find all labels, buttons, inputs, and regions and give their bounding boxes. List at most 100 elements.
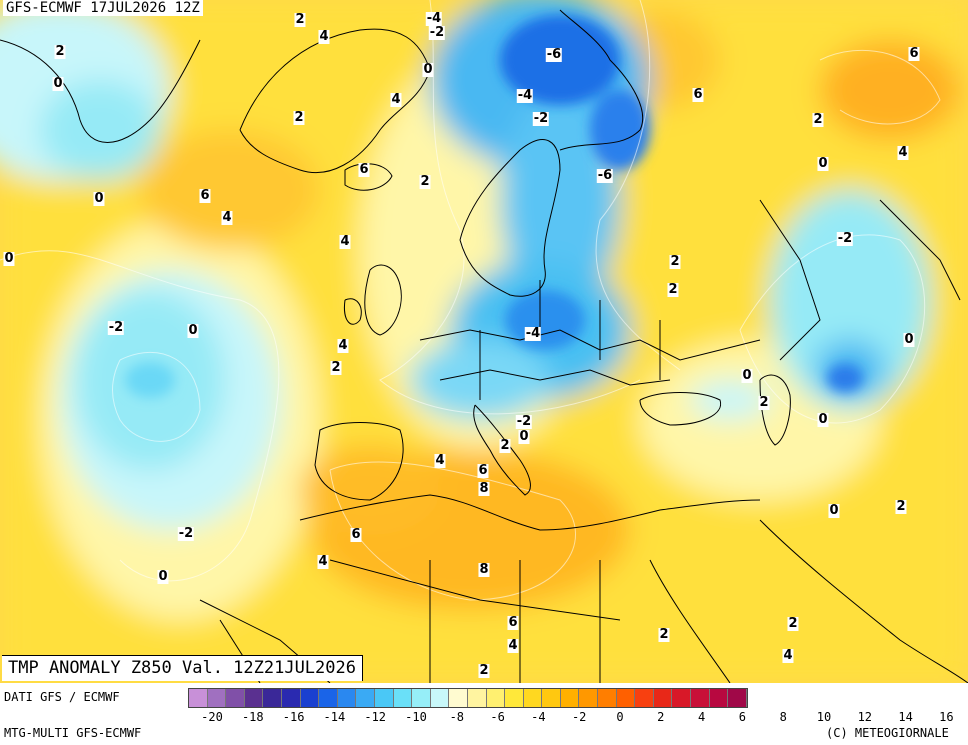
contour-label: 2 (787, 616, 799, 631)
scale-swatch (672, 689, 692, 707)
contour-label: 4 (318, 29, 330, 44)
contour-label: 2 (895, 499, 907, 514)
contour-label: 2 (294, 12, 306, 27)
scale-swatch (412, 689, 431, 707)
contour-label: 2 (293, 110, 305, 125)
contour-label: 0 (817, 412, 829, 427)
scale-swatch (374, 689, 394, 707)
copyright-label: (C) METEOGIORNALE (826, 726, 949, 740)
contour-label: 2 (667, 282, 679, 297)
contour-label: 4 (221, 210, 233, 225)
contour-label: 6 (908, 46, 920, 61)
scale-tick-label: -20 (201, 710, 223, 724)
scale-swatch (263, 689, 282, 707)
color-scale-bar (188, 688, 748, 708)
contour-label: 0 (187, 323, 199, 338)
scale-tick-label: -18 (241, 710, 264, 724)
contour-label: -2 (836, 231, 854, 246)
contour-label: -4 (425, 11, 443, 26)
scale-tick-label: -14 (323, 710, 346, 724)
temperature-anomaly-map: GFS-ECMWF 17JUL2026 12Z 2 4 -4 -2 -6 2 0… (0, 0, 968, 683)
valid-time-title: TMP ANOMALY Z850 Val. 12Z21JUL2026 (2, 655, 363, 681)
scale-swatch (653, 689, 673, 707)
contour-label: -2 (428, 25, 446, 40)
scale-tick-label: 4 (697, 710, 706, 724)
contour-label: 4 (339, 234, 351, 249)
scale-swatch (523, 689, 543, 707)
contour-label: 0 (518, 429, 530, 444)
scale-tick-label: 6 (738, 710, 747, 724)
scale-swatch (728, 689, 747, 707)
contour-label: 6 (199, 188, 211, 203)
scale-tick-label: 0 (616, 710, 624, 724)
scale-swatch (635, 689, 654, 707)
scale-tick-label: 10 (816, 710, 832, 724)
contour-label: 0 (157, 569, 169, 584)
scale-tick-label: 14 (898, 710, 913, 724)
scale-swatch (300, 689, 320, 707)
scale-swatch (244, 689, 264, 707)
scale-tick-label: -8 (449, 710, 465, 724)
scale-tick-label: 8 (779, 710, 787, 724)
contour-label: 6 (477, 463, 489, 478)
contour-label: -2 (532, 111, 550, 126)
contour-label: 8 (478, 481, 490, 496)
scale-swatch (616, 689, 636, 707)
scale-swatch (356, 689, 375, 707)
contour-label: 2 (658, 627, 670, 642)
contour-label: -2 (177, 526, 195, 541)
scale-tick-label: -12 (364, 710, 387, 724)
contour-label: 6 (507, 615, 519, 630)
scale-swatch (430, 689, 450, 707)
contour-label: 6 (692, 87, 704, 102)
contour-label: 2 (478, 663, 490, 678)
scale-swatch (393, 689, 413, 707)
contour-label: 4 (507, 638, 519, 653)
anomaly-field (0, 0, 968, 683)
contour-label: 4 (782, 648, 794, 663)
scale-swatch (319, 689, 338, 707)
scale-swatch (189, 689, 208, 707)
scale-swatch (486, 689, 506, 707)
contour-label: 2 (499, 438, 511, 453)
scale-tick-label: -2 (571, 710, 587, 724)
contour-label: 2 (419, 174, 431, 189)
contour-label: 0 (422, 62, 434, 77)
contour-label: 0 (52, 76, 64, 91)
contour-label: 0 (93, 191, 105, 206)
contour-label: 4 (897, 145, 909, 160)
scale-swatch (579, 689, 599, 707)
scale-swatch (449, 689, 468, 707)
model-label: MTG-MULTI GFS-ECMWF (4, 726, 142, 740)
scale-swatch (337, 689, 357, 707)
contour-label: -2 (107, 320, 125, 335)
contour-label: 2 (669, 254, 681, 269)
scale-swatch (505, 689, 524, 707)
contour-label: -6 (545, 47, 563, 62)
data-source-label: DATI GFS / ECMWF (4, 690, 120, 704)
contour-label: 4 (390, 92, 402, 107)
contour-label: 4 (337, 338, 349, 353)
scale-tick-label: -4 (531, 710, 546, 724)
scale-swatch (467, 689, 487, 707)
scale-swatch (691, 689, 710, 707)
scale-tick-label: 2 (657, 710, 665, 724)
contour-label: 2 (54, 44, 66, 59)
contour-label: -4 (524, 326, 542, 341)
scale-swatch (207, 689, 227, 707)
scale-swatch (709, 689, 729, 707)
contour-label: -4 (516, 88, 534, 103)
contour-label: 0 (741, 368, 753, 383)
contour-label: 0 (817, 156, 829, 171)
contour-label: 2 (330, 360, 342, 375)
scale-swatch (281, 689, 301, 707)
contour-label: 0 (828, 503, 840, 518)
scale-tick-label: -6 (490, 710, 505, 724)
contour-label: -2 (515, 414, 533, 429)
contour-label: 6 (350, 527, 362, 542)
scale-tick-label: -10 (405, 710, 427, 724)
scale-tick-label: 12 (857, 710, 873, 724)
contour-label: 4 (434, 453, 446, 468)
scale-swatch (598, 689, 617, 707)
contour-label: -6 (596, 168, 614, 183)
